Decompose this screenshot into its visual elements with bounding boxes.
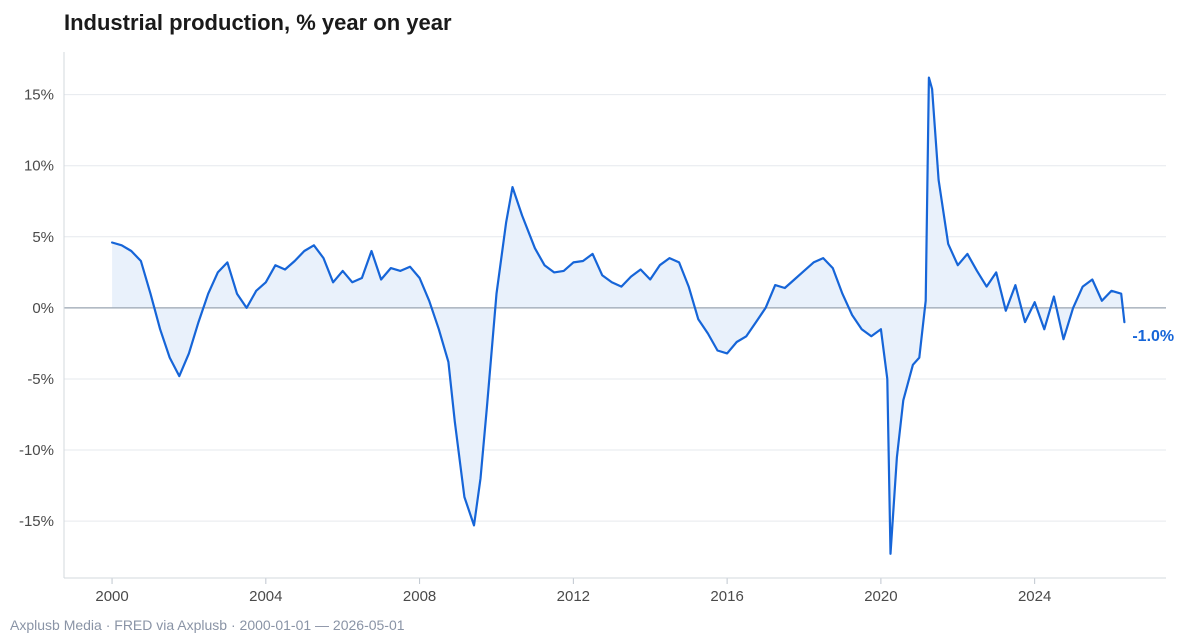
y-tick-label: 15% [24,87,54,104]
series-area-fill [112,77,1125,554]
x-tick-label: 2000 [95,588,128,605]
x-tick-label: 2020 [864,588,897,605]
x-tick-label: 2024 [1018,588,1051,605]
y-tick-label: -10% [19,442,54,459]
y-tick-label: 0% [32,300,54,317]
x-tick-label: 2016 [710,588,743,605]
x-tick-label: 2008 [403,588,436,605]
chart-title: Industrial production, % year on year [64,10,452,35]
footer-source: Axplusb Media · FRED via Axplusb · 2000-… [10,617,405,633]
series-line [111,76,1126,555]
x-tick-label: 2012 [557,588,590,605]
y-tick-label: 5% [32,229,54,246]
y-tick-label: 10% [24,158,54,175]
area-fill-layer [112,77,1125,554]
tick-labels: -15% -10% -5% 0% 5% 10% 15% 2000 2004 2008 2012 201… [19,87,1174,605]
y-tick-label: -5% [27,371,54,388]
end-value-label: -1.0% [1132,328,1174,345]
axes [63,52,1166,584]
x-tick-label: 2004 [249,588,282,605]
series-line-layer [111,76,1126,555]
y-tick-label: -15% [19,513,54,530]
